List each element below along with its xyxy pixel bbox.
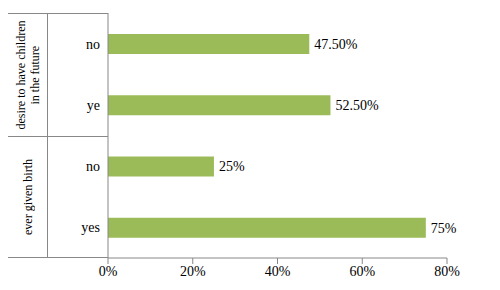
html-text:ever given birth: ever given birth xyxy=(20,158,35,235)
svg-text:no: no xyxy=(86,37,100,52)
svg-text:60%: 60% xyxy=(349,264,375,279)
svg-text:yes: yes xyxy=(81,220,100,235)
svg-text:0%: 0% xyxy=(99,264,118,279)
svg-text:47.50%: 47.50% xyxy=(314,37,358,52)
svg-text:ye: ye xyxy=(87,98,100,113)
svg-text:no: no xyxy=(86,159,100,174)
svg-text:40%: 40% xyxy=(265,264,291,279)
svg-text:25%: 25% xyxy=(219,159,245,174)
html-text:desire to have children in the: desire to have children in the future xyxy=(13,20,42,130)
svg-text:20%: 20% xyxy=(180,264,206,279)
svg-text:52.50%: 52.50% xyxy=(335,98,379,113)
svg-text:80%: 80% xyxy=(434,264,460,279)
svg-text:75%: 75% xyxy=(431,221,457,236)
